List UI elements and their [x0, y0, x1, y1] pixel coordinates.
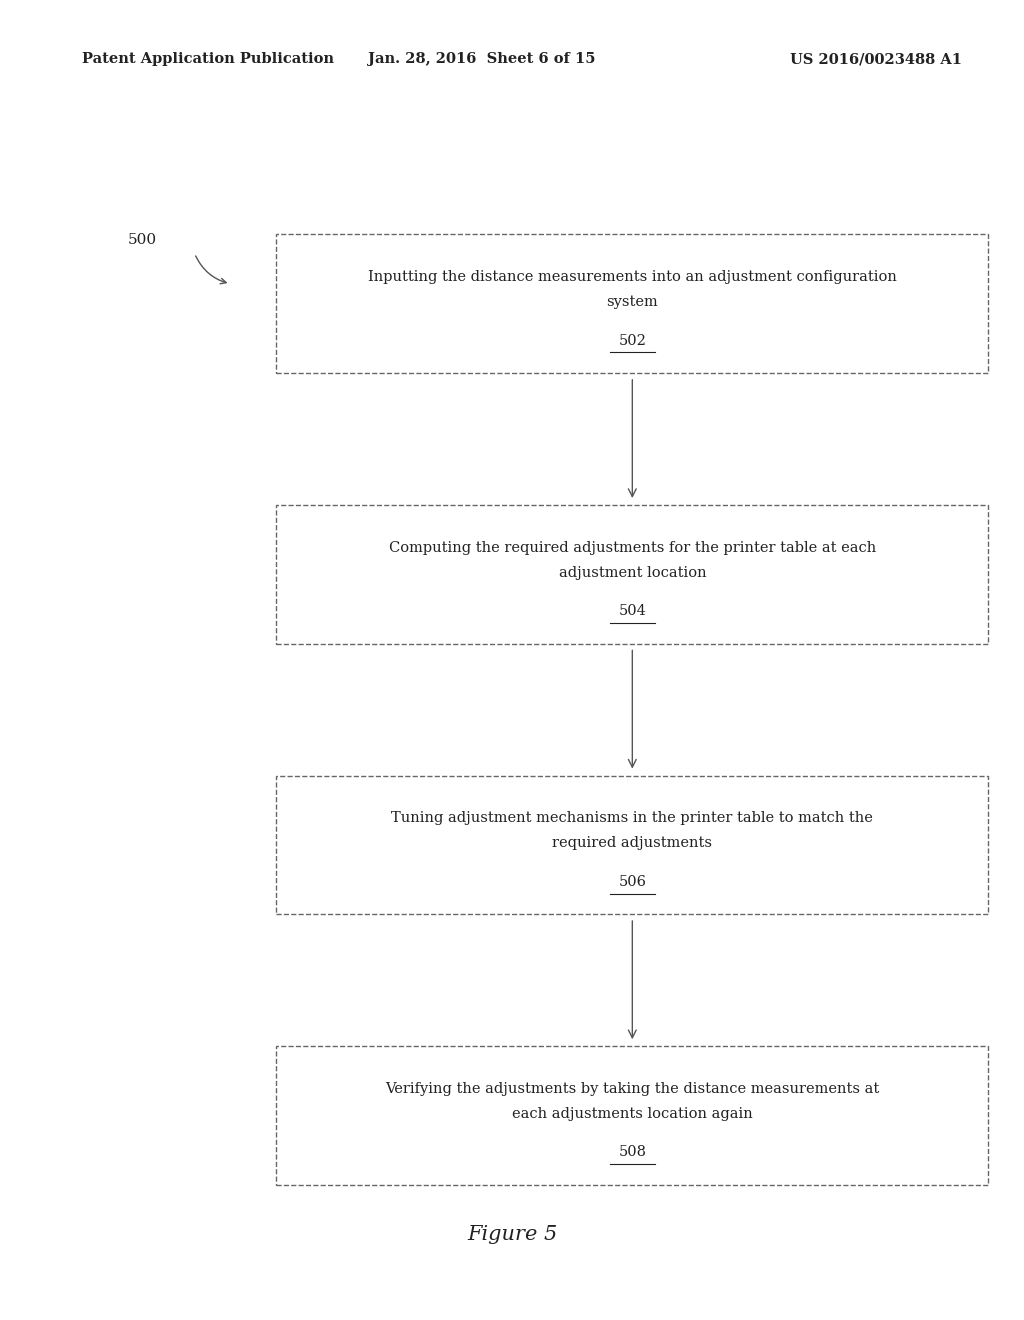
Text: 508: 508 [618, 1146, 646, 1159]
Text: required adjustments: required adjustments [552, 837, 713, 850]
FancyBboxPatch shape [276, 506, 988, 644]
FancyBboxPatch shape [276, 1045, 988, 1185]
Text: each adjustments location again: each adjustments location again [512, 1107, 753, 1121]
Text: Figure 5: Figure 5 [467, 1225, 557, 1243]
Text: Tuning adjustment mechanisms in the printer table to match the: Tuning adjustment mechanisms in the prin… [391, 812, 873, 825]
FancyBboxPatch shape [276, 776, 988, 913]
Text: US 2016/0023488 A1: US 2016/0023488 A1 [790, 53, 962, 66]
Text: Jan. 28, 2016  Sheet 6 of 15: Jan. 28, 2016 Sheet 6 of 15 [368, 53, 595, 66]
Text: Inputting the distance measurements into an adjustment configuration: Inputting the distance measurements into… [368, 271, 897, 284]
FancyBboxPatch shape [276, 235, 988, 372]
Text: 502: 502 [618, 334, 646, 347]
Text: Verifying the adjustments by taking the distance measurements at: Verifying the adjustments by taking the … [385, 1082, 880, 1096]
Text: 500: 500 [128, 234, 157, 247]
Text: 506: 506 [618, 875, 646, 888]
Text: Computing the required adjustments for the printer table at each: Computing the required adjustments for t… [389, 541, 876, 554]
Text: system: system [606, 296, 658, 309]
Text: adjustment location: adjustment location [558, 566, 707, 579]
Text: Patent Application Publication: Patent Application Publication [82, 53, 334, 66]
FancyArrowPatch shape [196, 256, 226, 284]
Text: 504: 504 [618, 605, 646, 618]
